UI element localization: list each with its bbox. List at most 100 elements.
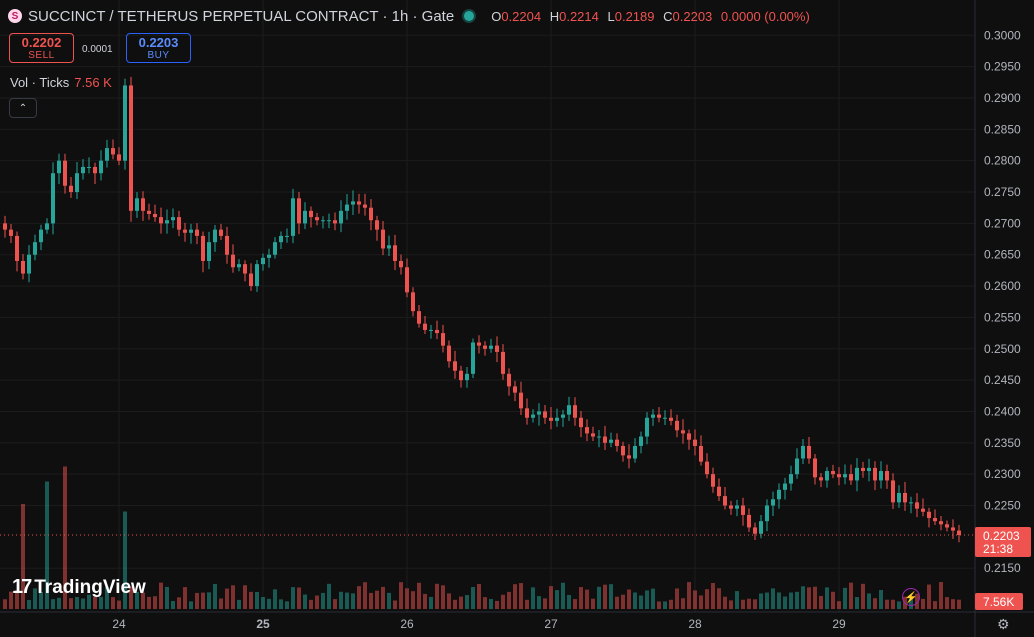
candle-body bbox=[219, 229, 223, 236]
candle-body bbox=[441, 333, 445, 346]
candle-body bbox=[597, 436, 601, 438]
candle-body bbox=[51, 173, 55, 224]
candle-body bbox=[759, 521, 763, 534]
candle-body bbox=[177, 217, 181, 230]
volume-bar bbox=[441, 585, 445, 609]
candle-body bbox=[837, 474, 841, 478]
candle-body bbox=[687, 433, 691, 440]
gear-icon[interactable]: ⚙ bbox=[997, 616, 1010, 632]
volume-bar bbox=[273, 589, 277, 609]
candle-body bbox=[789, 474, 793, 484]
volume-bar bbox=[207, 592, 211, 609]
candle-body bbox=[945, 524, 949, 528]
candle-body bbox=[573, 405, 577, 418]
volume-bar bbox=[771, 588, 775, 609]
volume-bar bbox=[93, 596, 97, 609]
volume-bar bbox=[345, 592, 349, 609]
volume-bar bbox=[867, 593, 871, 609]
volume-bar bbox=[645, 590, 649, 609]
volume-bar bbox=[717, 588, 721, 609]
volume-bar bbox=[15, 590, 19, 609]
candle-body bbox=[921, 508, 925, 512]
volume-bar bbox=[225, 588, 229, 609]
candle-body bbox=[891, 480, 895, 503]
candle-body bbox=[33, 242, 37, 255]
candle-body bbox=[951, 527, 955, 531]
candle-body bbox=[549, 417, 553, 421]
y-tick-label: 0.2550 bbox=[984, 310, 1021, 324]
x-tick-label: 25 bbox=[256, 617, 270, 631]
volume-bar bbox=[711, 582, 715, 609]
candle-body bbox=[243, 264, 247, 274]
tradingview-logo[interactable]: 17 TradingView bbox=[12, 576, 146, 599]
candle-body bbox=[927, 511, 931, 519]
volume-bar bbox=[483, 597, 487, 609]
candle-body bbox=[393, 245, 397, 261]
candle-body bbox=[339, 210, 343, 224]
volume-bar bbox=[135, 591, 139, 609]
candle-body bbox=[957, 530, 961, 535]
volume-bar bbox=[357, 586, 361, 609]
candlesticks bbox=[3, 76, 961, 543]
candle-body bbox=[903, 492, 907, 503]
volume-legend[interactable]: Vol · Ticks 7.56 K bbox=[10, 75, 112, 90]
candle-body bbox=[117, 154, 121, 161]
volume-bar bbox=[255, 591, 259, 609]
volume-bar bbox=[585, 589, 589, 609]
buy-button[interactable]: 0.2203 BUY bbox=[126, 33, 191, 63]
candle-body bbox=[681, 430, 685, 434]
x-tick-label: 29 bbox=[832, 617, 846, 631]
volume-bar bbox=[3, 599, 7, 609]
volume-bar bbox=[195, 592, 199, 609]
volume-bar bbox=[327, 583, 331, 609]
candle-body bbox=[711, 474, 715, 487]
candle-body bbox=[261, 257, 265, 265]
lightning-icon[interactable]: ⚡ bbox=[902, 588, 920, 606]
candle-body bbox=[579, 417, 583, 428]
volume-bar bbox=[861, 583, 865, 609]
candle-body bbox=[141, 198, 145, 211]
ohlc-values: O0.2204 H0.2214 L0.2189 C0.2203 0.0000 (… bbox=[491, 8, 810, 24]
candle-body bbox=[195, 229, 199, 236]
candle-body bbox=[825, 471, 829, 481]
collapse-legend-button[interactable]: ⌃ bbox=[9, 98, 37, 118]
volume-bar bbox=[39, 591, 43, 609]
volume-bar bbox=[99, 596, 103, 609]
candle-body bbox=[465, 373, 469, 381]
close-value: 0.2203 bbox=[672, 8, 713, 24]
candle-body bbox=[873, 467, 877, 481]
volume-bar bbox=[837, 601, 841, 609]
candle-body bbox=[909, 502, 913, 504]
candle-body bbox=[645, 417, 649, 437]
volume-bar bbox=[285, 601, 289, 609]
candle-body bbox=[123, 85, 127, 161]
candle-body bbox=[717, 486, 721, 497]
volume-bar bbox=[531, 587, 535, 609]
candle-body bbox=[189, 229, 193, 233]
candle-body bbox=[9, 229, 13, 236]
candle-body bbox=[327, 220, 331, 222]
candle-body bbox=[489, 345, 493, 349]
candle-body bbox=[81, 166, 85, 174]
volume-bar bbox=[795, 591, 799, 609]
candle-body bbox=[561, 414, 565, 418]
candle-body bbox=[129, 85, 133, 211]
volume-bar bbox=[519, 583, 523, 609]
candle-body bbox=[735, 505, 739, 509]
candle-body bbox=[915, 502, 919, 509]
candle-body bbox=[693, 439, 697, 446]
volume-bar bbox=[831, 591, 835, 609]
candle-body bbox=[867, 467, 871, 472]
volume-bar bbox=[921, 598, 925, 609]
symbol-title[interactable]: SUCCINCT / TETHERUS PERPETUAL CONTRACT ·… bbox=[28, 7, 455, 25]
volume-bar bbox=[399, 582, 403, 609]
candle-body bbox=[423, 323, 427, 330]
volume-bar bbox=[897, 601, 901, 609]
candle-body bbox=[699, 445, 703, 462]
volume-bar bbox=[843, 587, 847, 609]
sell-button[interactable]: 0.2202 SELL bbox=[9, 33, 74, 63]
volume-bar bbox=[489, 599, 493, 609]
volume-bar bbox=[789, 592, 793, 609]
volume-bar bbox=[183, 587, 187, 609]
